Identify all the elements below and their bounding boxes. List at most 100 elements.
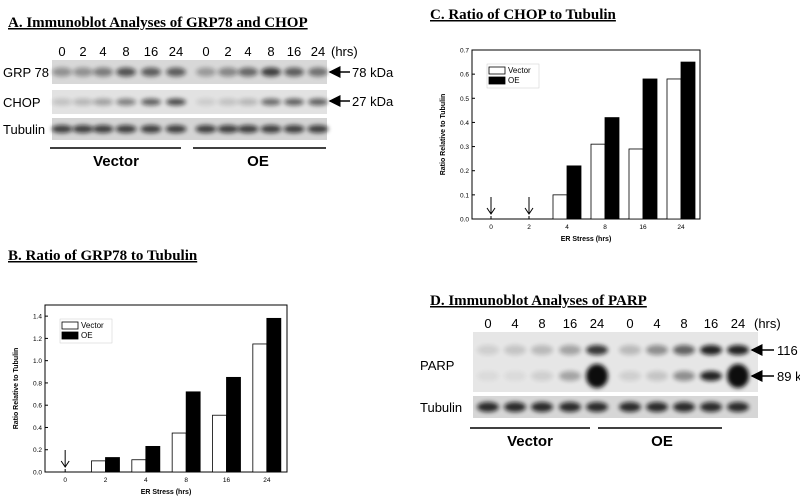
lane-label: 8 [538, 316, 545, 331]
band [586, 402, 608, 412]
band [308, 98, 328, 106]
y-tick-label: 0.3 [460, 144, 469, 151]
band [51, 125, 73, 133]
bar [226, 376, 241, 473]
x-tick-label: 24 [677, 224, 685, 231]
bar [91, 460, 106, 473]
lane-label: 2 [224, 44, 231, 59]
y-tick-label: 0.1 [460, 192, 469, 199]
band [72, 125, 94, 133]
marker-label: 78 kDa [352, 65, 394, 80]
bar [212, 414, 227, 473]
band [92, 125, 114, 133]
lane-label: 0 [202, 44, 209, 59]
bar [185, 391, 201, 473]
group-label: OE [651, 433, 673, 450]
lane-label: 4 [244, 44, 251, 59]
y-tick-label: 1.4 [33, 314, 42, 321]
row-label: CHOP [3, 95, 41, 110]
bar [552, 194, 568, 220]
y-tick-label: 0.8 [33, 380, 42, 387]
bar [171, 432, 187, 473]
bar [680, 61, 696, 220]
lane-label: 0 [626, 316, 633, 331]
band [504, 345, 526, 355]
band [217, 125, 239, 133]
lane-label: 8 [267, 44, 274, 59]
band [700, 402, 722, 412]
y-tick-label: 0.0 [460, 217, 469, 224]
x-tick-label: 8 [184, 477, 188, 484]
band [73, 98, 93, 106]
band [531, 345, 553, 355]
x-tick-label: 24 [263, 477, 271, 484]
chart-title: C. Ratio of CHOP to Tubulin [430, 7, 617, 23]
band [559, 371, 581, 381]
lane-label: 24 [311, 44, 325, 59]
band [52, 98, 72, 106]
band [195, 125, 217, 133]
y-tick-label: 0.6 [460, 72, 469, 79]
x-tick-label: 2 [527, 224, 531, 231]
legend-swatch [488, 76, 506, 85]
y-tick-label: 0.4 [33, 425, 42, 432]
band [283, 125, 305, 133]
band [140, 125, 162, 133]
band [700, 345, 722, 355]
band [237, 125, 259, 133]
lane-label: 16 [704, 316, 718, 331]
marker-label: 27 kDa [352, 94, 394, 109]
bar [628, 148, 644, 220]
band [504, 402, 526, 412]
y-tick-label: 1.2 [33, 336, 42, 343]
band [260, 125, 282, 133]
band [646, 402, 668, 412]
lane-label: 8 [122, 44, 129, 59]
band [477, 345, 499, 355]
band [238, 67, 258, 77]
y-tick-label: 1.0 [33, 358, 42, 365]
x-tick-label: 4 [565, 224, 569, 231]
band [531, 402, 553, 412]
band [619, 371, 641, 381]
chart: C. Ratio of CHOP to Tubulin 0.0 0.1 0.2 0.3 0… [430, 7, 701, 243]
lane-label: 2 [79, 44, 86, 59]
annotation-arrowhead [486, 207, 496, 215]
band [477, 402, 499, 412]
band [559, 402, 581, 412]
blot-strip [52, 118, 327, 140]
blot-strip [473, 332, 758, 392]
band [116, 98, 136, 106]
band [727, 345, 749, 355]
bar [566, 165, 582, 220]
band [165, 125, 187, 133]
bar [604, 117, 620, 220]
band [141, 98, 161, 106]
legend-swatch [61, 331, 79, 340]
band [93, 98, 113, 106]
band [218, 98, 238, 106]
band [477, 371, 499, 381]
bar [590, 143, 606, 220]
band [619, 402, 641, 412]
bar [105, 457, 120, 473]
x-tick-label: 16 [223, 477, 231, 484]
bar [266, 317, 282, 473]
y-tick-label: 0.6 [33, 403, 42, 410]
legend-label: OE [81, 331, 93, 340]
y-tick-label: 0.2 [33, 447, 42, 454]
band [166, 67, 186, 77]
group-label: Vector [507, 433, 553, 450]
x-axis-label: ER Stress (hrs) [561, 236, 612, 243]
band [115, 125, 137, 133]
band [116, 67, 136, 77]
band [673, 371, 695, 381]
lane-label: 4 [511, 316, 518, 331]
band [727, 364, 749, 388]
x-tick-label: 16 [639, 224, 647, 231]
bar [131, 459, 147, 473]
annotation-arrowhead [524, 207, 534, 215]
band [646, 345, 668, 355]
band [52, 67, 72, 77]
